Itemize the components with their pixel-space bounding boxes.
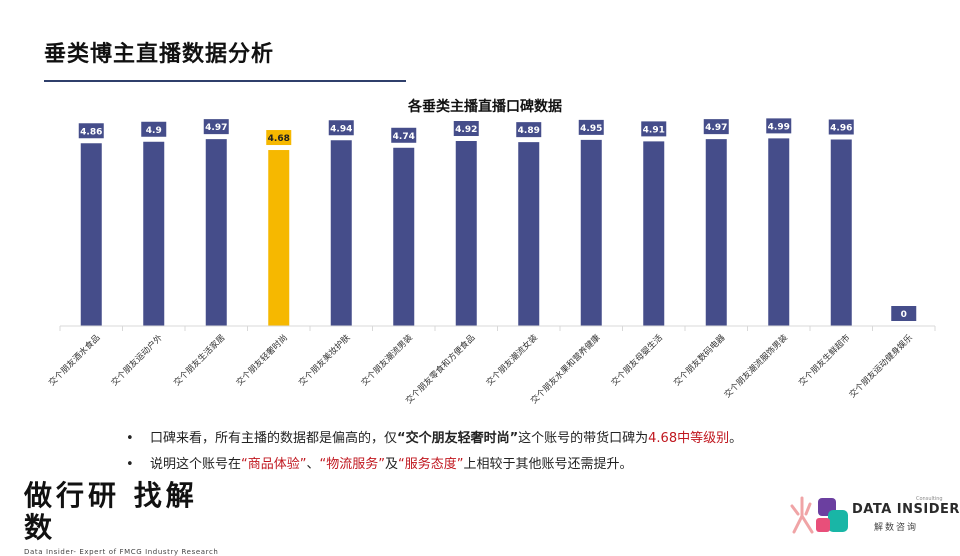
- note-1-score: 4.68中等级别: [648, 431, 730, 446]
- note-1-prefix: 口碑来看，所有主播的数据都是偏高的，仅: [150, 431, 398, 446]
- category-label-14: 交个朋友运动健身娱乐: [847, 332, 915, 400]
- category-label-9: 交个朋友水果和营养健康: [528, 332, 602, 406]
- bar-12: [768, 138, 790, 326]
- brand-slogan: 做行研 找解数: [24, 479, 198, 544]
- note-2-prefix: 说明这个账号在: [150, 457, 242, 472]
- data-label-6: 4.74: [393, 132, 415, 142]
- category-label-5: 交个朋友美妆护肤: [296, 332, 352, 388]
- bar-8: [518, 142, 540, 326]
- data-label-box-2: [141, 121, 167, 137]
- brand-tagline: Data Insider- Expert of FMCG Industry Re…: [24, 548, 219, 556]
- note-2-item-service: “服务态度”: [398, 457, 464, 472]
- category-label-10: 交个朋友母婴生活: [609, 332, 665, 388]
- brand-mark-icon: [790, 496, 848, 534]
- category-label-7: 交个朋友零食和方便食品: [403, 332, 477, 406]
- note-2-sep-2: 及: [385, 457, 399, 472]
- note-item-2: • 说明这个账号在“商品体验”、“物流服务”及“服务态度”上相较于其他账号还需提…: [126, 456, 866, 482]
- category-label-4: 交个朋友轻奢时尚: [234, 332, 290, 388]
- data-label-13: 4.96: [830, 124, 852, 134]
- category-label-1: 交个朋友酒水食品: [46, 332, 102, 388]
- bar-6: [393, 147, 415, 326]
- bar-5: [330, 140, 352, 326]
- data-label-box-7: [453, 121, 479, 137]
- note-1-quote-open: “: [397, 431, 406, 446]
- data-label-11: 4.97: [705, 123, 727, 133]
- bar-7: [455, 141, 477, 326]
- data-label-box-5: [328, 120, 354, 136]
- data-label-box-11: [703, 119, 729, 135]
- data-label-box-13: [828, 119, 854, 135]
- data-label-box-10: [641, 121, 667, 137]
- data-label-14: 0: [901, 310, 907, 320]
- data-label-box-8: [516, 122, 542, 138]
- notes-list: • 口碑来看，所有主播的数据都是偏高的，仅“交个朋友轻奢时尚”这个账号的带货口碑…: [126, 430, 866, 482]
- data-label-box-14: [891, 306, 917, 321]
- data-label-12: 4.99: [768, 122, 790, 132]
- data-label-box-12: [766, 118, 792, 134]
- bar-11: [705, 139, 727, 326]
- category-label-11: 交个朋友数码电器: [671, 332, 727, 388]
- bar-9: [580, 139, 602, 326]
- brand-name: DATA INSIDER: [852, 502, 960, 517]
- data-label-box-1: [78, 123, 104, 139]
- bar-4: [268, 150, 290, 326]
- category-label-8: 交个朋友潮流女装: [484, 332, 540, 388]
- note-1-middle: 这个账号的带货口碑为: [518, 431, 649, 446]
- data-label-box-9: [578, 119, 604, 135]
- note-2-sep-1: 、: [306, 457, 320, 472]
- page-title: 垂类博主直播数据分析: [44, 42, 275, 67]
- bullet-icon: •: [126, 431, 134, 446]
- category-label-2: 交个朋友运动户外: [109, 332, 165, 388]
- data-label-10: 4.91: [643, 125, 665, 135]
- note-2-item-product: “商品体验”: [241, 457, 307, 472]
- category-label-6: 交个朋友潮流男装: [359, 332, 415, 388]
- note-2-suffix: 上相较于其他账号还需提升。: [463, 457, 633, 472]
- data-label-4: 4.68: [268, 134, 290, 144]
- data-label-3: 4.97: [205, 123, 227, 133]
- bar-10: [643, 141, 665, 326]
- data-label-5: 4.94: [330, 124, 352, 134]
- bar-2: [143, 141, 165, 326]
- data-label-2: 4.9: [146, 126, 162, 136]
- brand-tiny-text: Consulting: [916, 496, 943, 502]
- data-label-box-3: [203, 119, 229, 135]
- data-label-9: 4.95: [580, 124, 602, 134]
- title-divider: [44, 80, 406, 82]
- bar-13: [830, 139, 852, 326]
- brand-logo-right: Consulting DATA INSIDER 解数咨询: [788, 492, 959, 536]
- category-label-13: 交个朋友生鲜超市: [796, 332, 852, 388]
- brand-logo-left: 做行研 找解数 Data Insider- Expert of FMCG Ind…: [24, 480, 224, 556]
- data-label-1: 4.86: [80, 127, 102, 137]
- data-label-box-6: [391, 127, 417, 143]
- data-label-7: 4.92: [455, 125, 477, 135]
- bar-1: [80, 143, 102, 326]
- note-1-quote-close: ”: [509, 431, 519, 446]
- data-label-box-4: [266, 130, 292, 146]
- brand-subname: 解数咨询: [874, 523, 919, 533]
- bar-chart: 各垂类主播直播口碑数据 4.86 交个朋友酒水食品 4.9 交个朋友运动户外 4.97 交…: [46, 98, 936, 406]
- note-2-item-logistics: “物流服务”: [319, 457, 385, 472]
- category-label-3: 交个朋友生活家居: [171, 332, 227, 388]
- note-1-suffix: 。: [729, 431, 743, 446]
- category-label-12: 交个朋友潮流服饰男装: [722, 332, 790, 400]
- note-1-account: 交个朋友轻奢时尚: [405, 431, 510, 446]
- note-item-1: • 口碑来看，所有主播的数据都是偏高的，仅“交个朋友轻奢时尚”这个账号的带货口碑…: [126, 430, 866, 456]
- bar-3: [205, 139, 227, 326]
- chart-title: 各垂类主播直播口碑数据: [407, 98, 562, 115]
- data-label-8: 4.89: [518, 126, 540, 136]
- bullet-icon: •: [126, 457, 134, 472]
